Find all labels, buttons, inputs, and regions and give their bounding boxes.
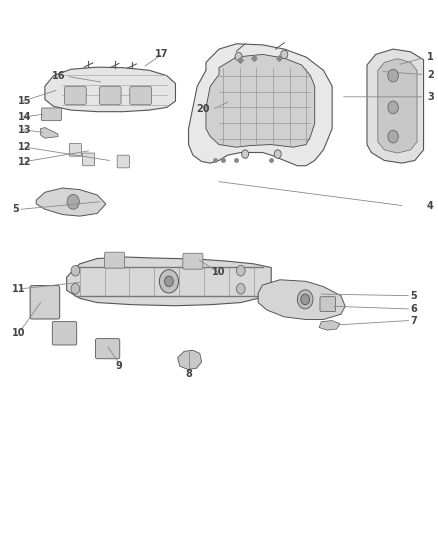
Text: 12: 12 xyxy=(18,157,32,166)
Text: 4: 4 xyxy=(427,200,434,211)
Polygon shape xyxy=(378,59,417,153)
Circle shape xyxy=(301,294,310,305)
FancyBboxPatch shape xyxy=(42,108,61,120)
Text: 11: 11 xyxy=(12,284,26,294)
Polygon shape xyxy=(188,44,332,166)
Text: 5: 5 xyxy=(12,204,19,214)
Text: 16: 16 xyxy=(52,70,66,80)
Text: 12: 12 xyxy=(18,142,32,152)
Text: 13: 13 xyxy=(18,125,32,135)
Text: 20: 20 xyxy=(196,104,209,114)
Circle shape xyxy=(274,150,281,158)
Text: 2: 2 xyxy=(427,70,434,79)
FancyBboxPatch shape xyxy=(105,252,124,268)
Polygon shape xyxy=(319,320,340,330)
Polygon shape xyxy=(258,280,345,319)
Circle shape xyxy=(237,284,245,294)
FancyBboxPatch shape xyxy=(64,86,86,105)
Circle shape xyxy=(281,50,288,59)
FancyBboxPatch shape xyxy=(52,321,77,345)
Circle shape xyxy=(67,195,79,209)
Text: 6: 6 xyxy=(410,304,417,314)
Text: 10: 10 xyxy=(212,267,226,277)
FancyBboxPatch shape xyxy=(130,86,152,105)
Circle shape xyxy=(159,270,179,293)
Text: 10: 10 xyxy=(12,328,26,338)
Text: 14: 14 xyxy=(18,112,32,122)
Polygon shape xyxy=(41,127,58,138)
Text: 1: 1 xyxy=(427,52,434,61)
Polygon shape xyxy=(367,49,424,163)
Text: 9: 9 xyxy=(116,361,122,371)
FancyBboxPatch shape xyxy=(117,155,129,168)
Circle shape xyxy=(71,265,80,276)
Circle shape xyxy=(71,284,80,294)
Polygon shape xyxy=(67,257,271,306)
Text: 3: 3 xyxy=(427,92,434,102)
FancyBboxPatch shape xyxy=(320,297,336,312)
Text: 5: 5 xyxy=(410,290,417,301)
Text: 15: 15 xyxy=(18,96,32,106)
Text: 7: 7 xyxy=(410,316,417,326)
Circle shape xyxy=(235,52,242,61)
FancyBboxPatch shape xyxy=(30,286,60,319)
Polygon shape xyxy=(178,350,201,369)
FancyBboxPatch shape xyxy=(69,143,81,156)
Text: 8: 8 xyxy=(185,369,192,378)
Circle shape xyxy=(297,290,313,309)
FancyBboxPatch shape xyxy=(183,253,203,269)
Circle shape xyxy=(242,150,249,158)
FancyBboxPatch shape xyxy=(82,153,95,166)
Polygon shape xyxy=(206,54,315,147)
Text: 17: 17 xyxy=(155,49,168,59)
Polygon shape xyxy=(45,67,176,112)
FancyBboxPatch shape xyxy=(95,338,120,359)
FancyBboxPatch shape xyxy=(99,86,121,105)
Circle shape xyxy=(388,69,398,82)
Circle shape xyxy=(388,130,398,143)
Circle shape xyxy=(165,276,173,287)
Circle shape xyxy=(388,101,398,114)
Polygon shape xyxy=(36,188,106,216)
Circle shape xyxy=(237,265,245,276)
